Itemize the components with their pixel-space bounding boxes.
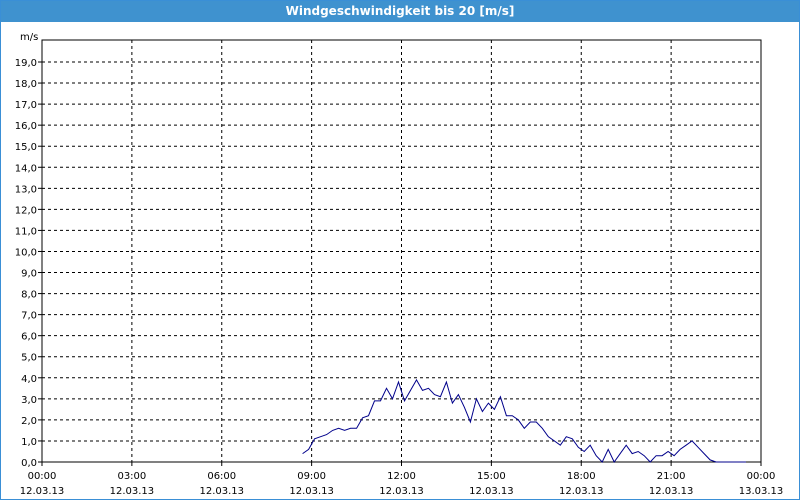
x-tick-date-label: 12.03.13 xyxy=(110,486,155,497)
x-tick-time-label: 03:00 xyxy=(117,471,146,482)
y-tick-label: 15,0 xyxy=(15,142,37,153)
x-tick-time-label: 06:00 xyxy=(207,471,236,482)
x-tick-time-label: 12:00 xyxy=(387,471,416,482)
y-tick-labels: 0,0 1,0 2,0 3,0 4,0 5,0 6,0 7,0 8,0 9,0 10,0 11,0 12… xyxy=(15,58,37,469)
axes: m/s xyxy=(20,32,762,466)
y-tick-label: 12,0 xyxy=(15,205,37,216)
x-tick-labels: 00:00 12.03.13 03:00 12.03.13 06:00 12.03.13 0… xyxy=(20,471,784,497)
y-tick-label: 18,0 xyxy=(15,79,37,90)
y-tick-label: 10,0 xyxy=(15,247,37,258)
grid xyxy=(42,40,761,462)
wind-speed-series-line xyxy=(302,378,746,463)
x-tick-date-label: 12.03.13 xyxy=(199,486,244,497)
y-tick-label: 16,0 xyxy=(15,121,37,132)
x-tick-date-label: 13.03.13 xyxy=(739,486,784,497)
x-tick-date-label: 12.03.13 xyxy=(20,486,65,497)
y-tick-label: 8,0 xyxy=(21,290,37,301)
y-tick-label: 3,0 xyxy=(21,395,37,406)
y-tick-label: 9,0 xyxy=(21,269,37,280)
y-tick-label: 1,0 xyxy=(21,437,37,448)
x-tick-time-label: 15:00 xyxy=(477,471,506,482)
y-tick-label: 0,0 xyxy=(21,458,37,469)
chart-title: Windgeschwindigkeit bis 20 [m/s] xyxy=(1,1,799,22)
x-tick-date-label: 12.03.13 xyxy=(469,486,514,497)
x-tick-time-label: 00:00 xyxy=(28,471,57,482)
y-tick-label: 19,0 xyxy=(15,58,37,69)
y-tick-label: 4,0 xyxy=(21,374,37,385)
x-tick-time-label: 09:00 xyxy=(297,471,326,482)
series-layer xyxy=(302,378,746,463)
x-tick-time-label: 00:00 xyxy=(747,471,776,482)
y-axis-unit-label: m/s xyxy=(20,32,38,43)
y-tick-label: 11,0 xyxy=(15,226,37,237)
plot-area: m/s 0,0 1,0 2,0 3,0 4,0 5,0 6,0 7,0 8,0 9,0 10,0 11… xyxy=(1,22,799,499)
y-tick-label: 7,0 xyxy=(21,311,37,322)
line-chart: m/s 0,0 1,0 2,0 3,0 4,0 5,0 6,0 7,0 8,0 9,0 10,0 11… xyxy=(15,32,784,497)
x-tick-time-label: 21:00 xyxy=(657,471,686,482)
x-tick-date-label: 12.03.13 xyxy=(559,486,604,497)
y-tick-label: 17,0 xyxy=(15,100,37,111)
plot-frame xyxy=(41,39,762,463)
y-tick-label: 14,0 xyxy=(15,163,37,174)
x-tick-date-label: 12.03.13 xyxy=(379,486,424,497)
y-tick-label: 2,0 xyxy=(21,416,37,427)
y-tick-label: 13,0 xyxy=(15,184,37,195)
y-tick-label: 6,0 xyxy=(21,332,37,343)
x-tick-date-label: 12.03.13 xyxy=(289,486,334,497)
x-tick-date-label: 12.03.13 xyxy=(649,486,694,497)
y-tick-label: 5,0 xyxy=(21,353,37,364)
x-tick-time-label: 18:00 xyxy=(567,471,596,482)
